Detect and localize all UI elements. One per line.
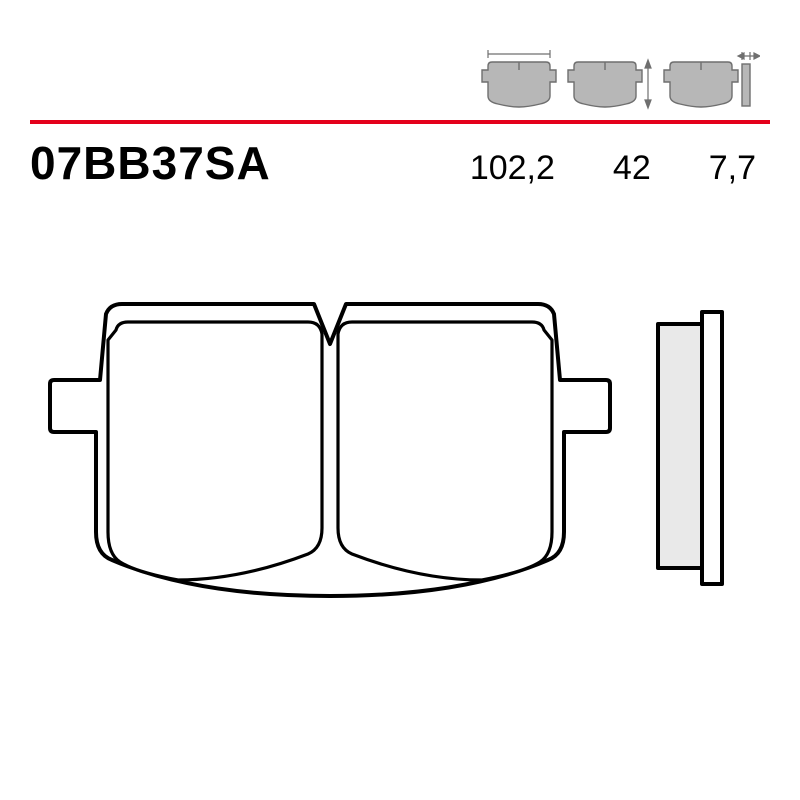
front-view	[50, 304, 610, 596]
dimension-thickness: 7,7	[709, 149, 756, 188]
part-number: 07BB37SA	[30, 136, 271, 190]
dimension-key	[480, 40, 760, 110]
dimension-width: 102,2	[470, 149, 555, 188]
side-view	[658, 312, 722, 584]
dimensions-group: 102,2 42 7,7	[470, 149, 770, 188]
thickness-key-icon	[662, 48, 760, 110]
divider-rule	[30, 120, 770, 124]
spec-row: 07BB37SA 102,2 42 7,7	[30, 136, 770, 190]
height-key-icon	[566, 48, 654, 110]
dimension-height: 42	[613, 149, 651, 188]
technical-drawing	[30, 240, 770, 760]
width-key-icon	[480, 48, 558, 110]
